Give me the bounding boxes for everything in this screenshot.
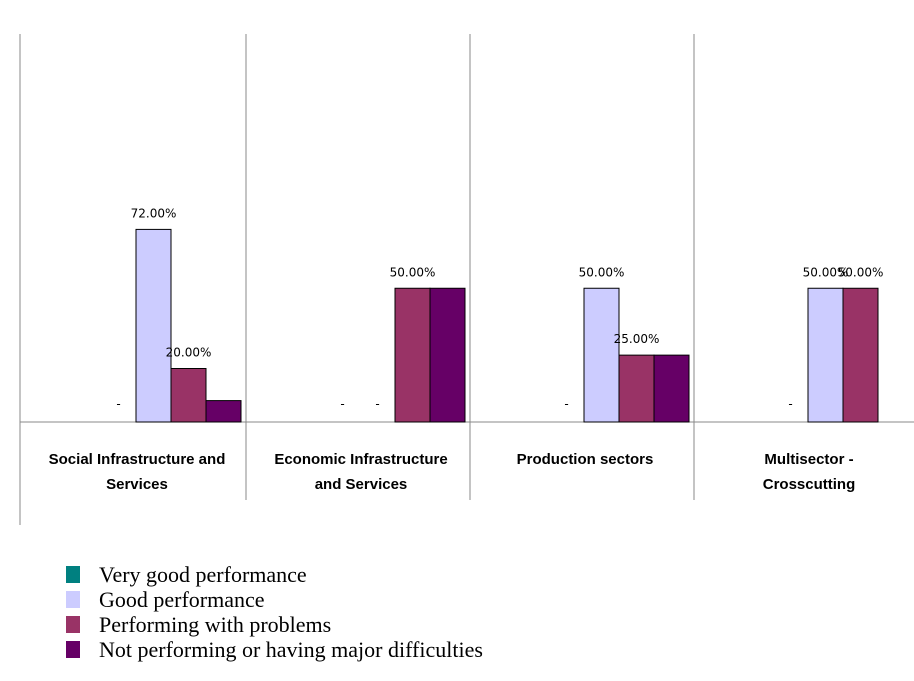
legend-item: Good performance	[66, 587, 483, 612]
bar	[170, 368, 207, 423]
bar	[583, 287, 620, 423]
bar	[205, 400, 242, 423]
bar	[842, 287, 879, 423]
legend-label: Performing with problems	[99, 612, 332, 637]
category-label: Social Infrastructure and Services	[49, 451, 226, 493]
legend-label: Very good performance	[99, 562, 307, 587]
bar	[429, 287, 466, 423]
legend-swatch	[66, 566, 80, 583]
category-label: Multisector -Crosscutting	[763, 451, 856, 493]
data-label: 50.00%	[803, 265, 849, 279]
bar	[135, 228, 172, 423]
bar	[618, 354, 655, 423]
bars	[135, 228, 879, 423]
data-labels: - 72.00% 20.00% - - 50.00% - 50.00% 25.00% - 50.00…	[116, 206, 883, 411]
data-label: 20.00%	[166, 346, 212, 360]
chart: - 72.00% 20.00% - - 50.00% - 50.00% 25.00% - 50.00…	[19, 34, 914, 525]
data-label: -	[564, 397, 568, 411]
bar	[653, 354, 690, 423]
legend: Very good performance Good performance Per…	[66, 562, 483, 662]
legend-item: Performing with problems	[66, 612, 483, 637]
bar	[394, 287, 431, 423]
bar	[807, 287, 844, 423]
legend-label: Good performance	[99, 587, 265, 612]
legend-swatch	[66, 641, 80, 658]
legend-label: Not performing or having major difficult…	[99, 637, 483, 662]
legend-item: Not performing or having major difficult…	[66, 637, 483, 662]
legend-swatch	[66, 616, 80, 633]
data-label: -	[340, 397, 344, 411]
data-label: 50.00%	[579, 265, 625, 279]
data-label: 50.00%	[838, 265, 884, 279]
category-label: Economic Infrastructure and Services	[274, 451, 447, 493]
data-label: -	[788, 397, 792, 411]
category-labels: Social Infrastructure and Services Economi…	[49, 451, 856, 493]
data-label: -	[116, 397, 120, 411]
data-label: -	[375, 397, 379, 411]
data-label: 72.00%	[131, 206, 177, 220]
category-label: Production sectors	[517, 451, 654, 468]
data-label: 50.00%	[390, 265, 436, 279]
legend-item: Very good performance	[66, 562, 483, 587]
data-label: 25.00%	[614, 332, 660, 346]
legend-swatch	[66, 591, 80, 608]
